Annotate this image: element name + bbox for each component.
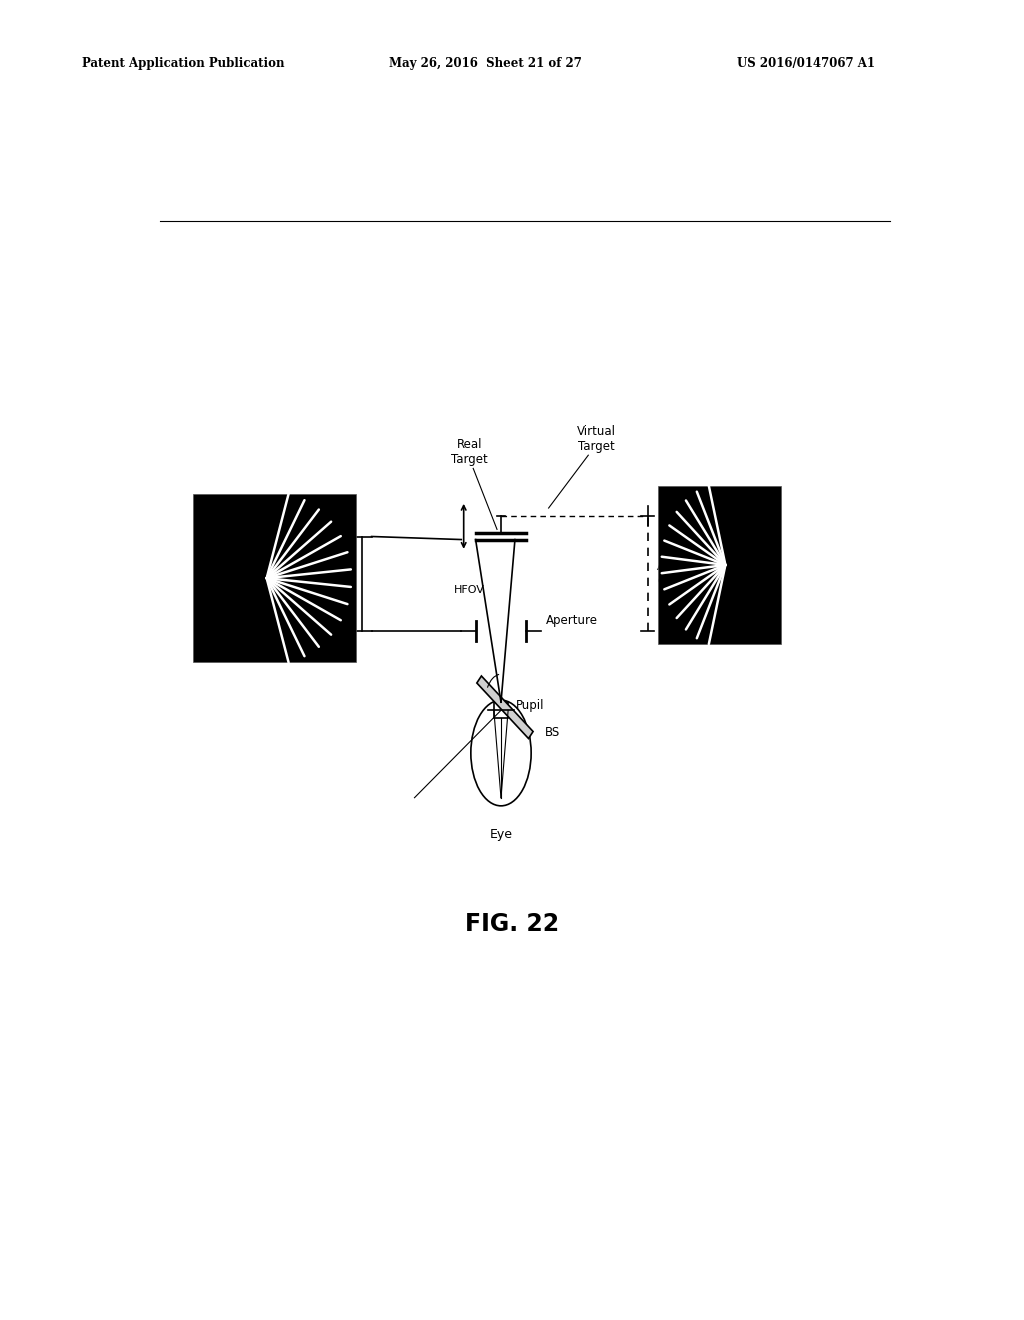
Text: Accommodation
Cue: Accommodation Cue [657, 560, 753, 587]
Bar [477, 676, 534, 738]
Bar [194, 494, 356, 663]
Text: Virtual
Target: Virtual Target [577, 425, 615, 453]
Text: BS: BS [545, 726, 560, 739]
Bar [657, 486, 780, 644]
Text: Aperture: Aperture [546, 614, 598, 627]
Text: Real
Target: Real Target [451, 438, 487, 466]
Text: May 26, 2016  Sheet 21 of 27: May 26, 2016 Sheet 21 of 27 [389, 57, 582, 70]
Text: Perceived
Depth: Perceived Depth [293, 570, 350, 598]
Text: FIG. 22: FIG. 22 [465, 912, 559, 936]
Text: Eye: Eye [489, 828, 512, 841]
Text: Patent Application Publication: Patent Application Publication [82, 57, 285, 70]
Bar [494, 702, 508, 718]
Text: Pupil: Pupil [516, 698, 545, 711]
Text: HFOV: HFOV [454, 585, 484, 595]
Text: US 2016/0147067 A1: US 2016/0147067 A1 [737, 57, 876, 70]
